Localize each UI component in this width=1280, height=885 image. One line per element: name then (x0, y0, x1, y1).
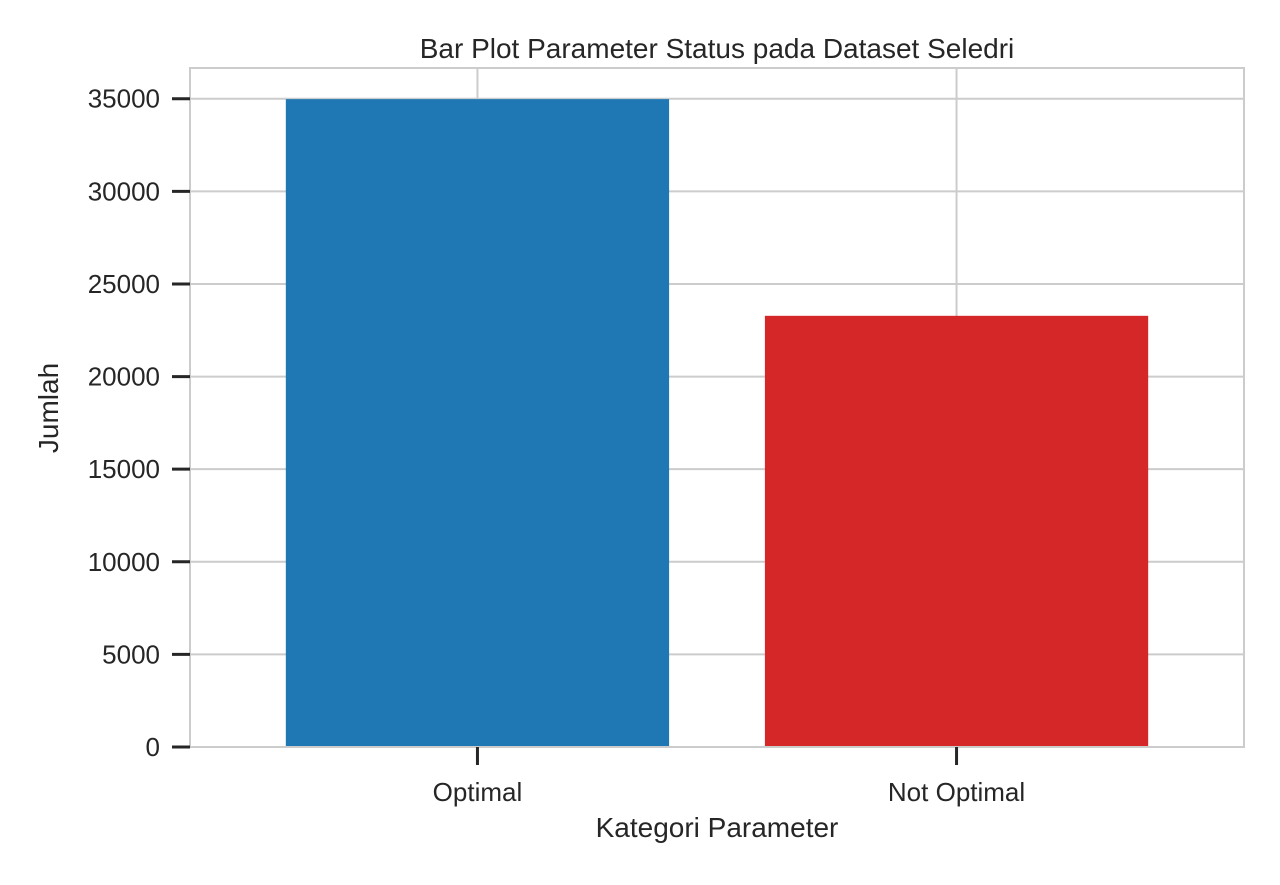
bar-optimal (285, 99, 670, 747)
y-axis-title: Jumlah (33, 363, 64, 453)
chart-title: Bar Plot Parameter Status pada Dataset S… (420, 33, 1015, 64)
x-tick-label: Not Optimal (888, 777, 1025, 807)
y-tick-label: 10000 (88, 547, 160, 577)
y-tick-label: 35000 (88, 84, 160, 114)
y-tick-label: 0 (146, 732, 160, 762)
x-axis-title: Kategori Parameter (596, 812, 839, 843)
bars-layer (285, 99, 1149, 747)
bar-not-optimal (764, 315, 1149, 747)
y-tick-label: 15000 (88, 454, 160, 484)
ticks-layer: 0 5000 10000 15000 20000 25000 30000 35000 Optim… (88, 84, 1025, 807)
y-tick-label: 25000 (88, 269, 160, 299)
y-tick-label: 20000 (88, 362, 160, 392)
y-tick-label: 30000 (88, 176, 160, 206)
plot-frame (189, 67, 1245, 748)
x-tick-label: Optimal (433, 777, 523, 807)
y-tick-label: 5000 (102, 639, 160, 669)
